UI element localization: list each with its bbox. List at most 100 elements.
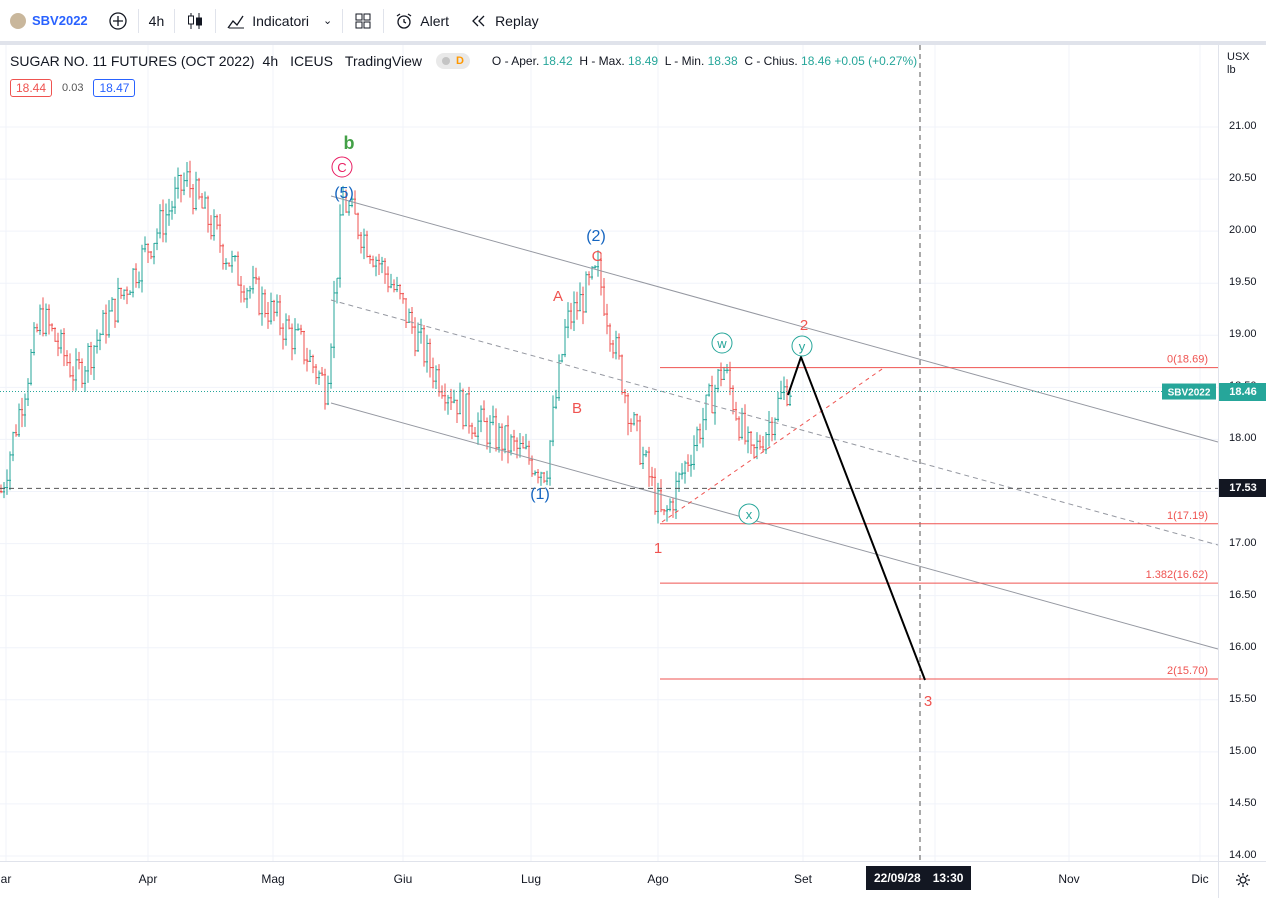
- close-label: C - Chius.: [744, 54, 798, 68]
- time-tick-label: Dic: [1191, 872, 1209, 886]
- time-tick-label: Lug: [520, 872, 542, 886]
- wave-label-y: y: [799, 339, 806, 354]
- crosshair-date: 22/09/28: [874, 871, 921, 885]
- alarm-clock-icon: [396, 12, 412, 29]
- legend-interval: 4h: [262, 53, 279, 69]
- wave-label-x-circle: [738, 503, 760, 525]
- price-tick-label: 15.50: [1229, 692, 1257, 705]
- open-value: 18.42: [542, 54, 573, 68]
- fib-level-label: 1.382(16.62): [1146, 569, 1208, 581]
- alert-button[interactable]: Alert: [384, 0, 459, 41]
- wave-label-w: w: [716, 336, 727, 351]
- wave-label-1-paren: (1): [530, 486, 550, 503]
- indicators-button[interactable]: Indicatori ⌄: [216, 0, 342, 41]
- gear-icon: [1235, 873, 1250, 887]
- layout-grid-icon: [355, 13, 371, 28]
- price-tick-label: 20.00: [1229, 224, 1257, 237]
- channel-lower-line: [330, 402, 1218, 650]
- time-axis[interactable]: 22/09/28 13:30 ar Apr Mag Giu Lug Ago Set Nov Di…: [0, 861, 1218, 898]
- symbol-logo-icon: [10, 12, 26, 29]
- legend-title: SUGAR NO. 11 FUTURES (OCT 2022): [10, 53, 255, 69]
- price-tick-label: 18.00: [1229, 432, 1257, 445]
- change-value: +0.05 (+0.27%): [834, 54, 918, 68]
- wave-label-2: 2: [800, 317, 808, 334]
- chart-pane[interactable]: 0(18.69) 1(17.19) 1.382(16.62) 2(15.70) b C (5…: [0, 45, 1218, 861]
- low-value: 18.38: [707, 54, 738, 68]
- chart-canvas[interactable]: 0(18.69) 1(17.19) 1.382(16.62) 2(15.70) bC (5…: [0, 45, 1218, 861]
- time-tick-label: ar: [0, 872, 12, 886]
- fib-level-label: 0(18.69): [1167, 354, 1208, 366]
- fib-level-label: 2(15.70): [1167, 665, 1208, 677]
- toolbar-divider: [342, 8, 344, 33]
- symbol-name: SBV2022: [32, 13, 88, 28]
- wave-label-5: (5): [334, 185, 354, 202]
- chevron-down-icon[interactable]: ⌄: [323, 15, 333, 27]
- price-tick-label: 17.00: [1229, 536, 1257, 549]
- price-tick-label: 14.50: [1229, 796, 1257, 809]
- chart-legend: SUGAR NO. 11 FUTURES (OCT 2022) 4h ICEUS…: [10, 53, 917, 69]
- wave-label-w-circle: [711, 332, 733, 354]
- quote-row: 18.44 0.03 18.47: [10, 79, 136, 97]
- alert-label: Alert: [420, 12, 450, 29]
- price-tick-label: 19.50: [1229, 276, 1257, 289]
- status-dot-icon: [441, 57, 450, 65]
- legend-source: TradingView: [344, 53, 422, 69]
- projection-path: [787, 354, 926, 681]
- layout-button[interactable]: [343, 0, 383, 41]
- wave-label-y-circle: [791, 335, 813, 357]
- chart-type-button[interactable]: [175, 0, 215, 41]
- toolbar-divider: [174, 8, 176, 33]
- crosshair-time-label: 22/09/28 13:30: [866, 866, 972, 890]
- replay-button[interactable]: Replay: [459, 0, 549, 41]
- ask-button[interactable]: 18.47: [93, 79, 136, 97]
- compare-add-button[interactable]: [98, 0, 138, 41]
- price-tick-label: 15.00: [1229, 744, 1257, 757]
- candles-group: [0, 160, 792, 524]
- price-tick-label: 21.00: [1229, 120, 1257, 132]
- crosshair-clock: 13:30: [932, 871, 964, 885]
- toolbar-divider: [215, 8, 217, 33]
- time-tick-label: Mag: [261, 872, 285, 886]
- units-selector[interactable]: USX lb: [1227, 51, 1250, 77]
- indicators-label: Indicatori: [252, 12, 310, 29]
- wave-label-3: 3: [924, 693, 932, 710]
- toolbar-divider: [137, 8, 139, 33]
- price-tick-label: 14.00: [1229, 849, 1257, 861]
- wave-label-a: A: [553, 288, 563, 305]
- toolbar-divider: [383, 8, 385, 33]
- symbol-search-button[interactable]: SBV2022: [0, 0, 98, 41]
- wave-label-b: b: [344, 133, 355, 153]
- wave-label-1: 1: [654, 540, 662, 557]
- trend-dashed-line: [661, 366, 886, 523]
- price-tick-label: 16.00: [1229, 640, 1257, 653]
- wave-label-x: x: [746, 507, 753, 522]
- bid-button[interactable]: 18.44: [10, 79, 53, 97]
- currency-label: USX: [1227, 51, 1250, 63]
- channel-mid-line: [330, 299, 1218, 546]
- symbol-price-tag-label: SBV2022: [1168, 388, 1211, 399]
- interval-button[interactable]: 4h: [139, 0, 175, 41]
- replay-icon: [472, 15, 485, 26]
- last-price-label: 18.46: [1219, 382, 1266, 401]
- fib-level-label: 1(17.19): [1167, 510, 1208, 522]
- unit-label: lb: [1227, 64, 1236, 76]
- high-label: H - Max.: [579, 54, 625, 68]
- low-label: L - Min.: [664, 54, 705, 68]
- interval-label: 4h: [148, 12, 165, 29]
- wave-label-b2: B: [572, 400, 582, 417]
- time-tick-label: Set: [793, 872, 813, 886]
- indicators-icon: [227, 15, 245, 28]
- wave-label-c-circle: [331, 156, 353, 178]
- spread-value: 0.03: [62, 82, 84, 94]
- wave-label-c: C: [337, 160, 346, 175]
- close-value: 18.46: [801, 54, 832, 68]
- price-axis[interactable]: USX lb 21.0020.5020.0019.5019.0018.5018.…: [1218, 45, 1266, 861]
- chart-settings-button[interactable]: [1218, 861, 1266, 898]
- plus-circle-icon: [109, 11, 127, 30]
- symbol-price-tag: [1162, 383, 1216, 400]
- replay-label: Replay: [495, 12, 539, 29]
- time-tick-label: Apr: [138, 872, 158, 886]
- time-tick-label: Giu: [393, 872, 413, 886]
- wave-label-2-paren: (2): [586, 228, 606, 245]
- delay-badge-label: D: [455, 55, 464, 67]
